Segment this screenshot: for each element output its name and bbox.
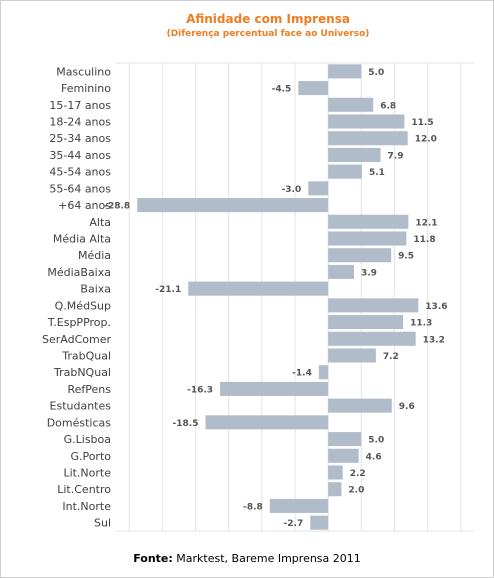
value-label: -2.7 [284,519,304,529]
bar [328,248,392,263]
category-label: Estudantes [50,400,112,413]
value-label: 13.6 [425,302,447,312]
category-label: +64 anos [58,199,111,212]
bar [205,415,329,430]
category-label: Q.MédSup [55,299,111,312]
bar [188,281,329,296]
bar [328,131,408,146]
category-label: Domésticas [47,416,112,429]
value-label: 7.2 [383,352,399,362]
value-label: -16.3 [187,385,213,395]
value-label: -21.1 [155,285,181,295]
category-label: Lit.Norte [63,467,111,480]
bar [220,381,329,396]
bar [328,315,404,330]
value-label: 5.1 [369,168,385,178]
category-label: Feminino [61,82,111,95]
value-label: 12.1 [415,218,437,228]
bar [328,465,343,480]
value-label: 2.0 [348,486,364,496]
source-label: Fonte: [133,552,173,565]
category-label: RefPens [67,383,111,396]
category-label: G.Lisboa [64,433,111,446]
value-label: -3.0 [282,185,302,195]
bar [328,432,362,447]
bar [328,398,392,413]
category-label: 35-44 anos [49,149,111,162]
value-label: 4.6 [366,452,382,462]
bar [328,164,362,179]
bar [328,64,362,79]
category-labels: Masculino Feminino 15-17 anos 18-24 anos 25-… [42,65,111,529]
chart-subtitle: (Diferença percentual face ao Universo) [167,29,370,39]
category-label: SerAdComer [42,333,111,346]
value-label: -4.5 [272,85,292,95]
value-label: 5.0 [368,436,384,446]
category-label: Baixa [80,283,111,296]
value-label: 6.8 [380,101,396,111]
value-label: 3.9 [361,268,377,278]
source-note: Fonte: Marktest, Bareme Imprensa 2011 [0,552,494,565]
bar [328,331,416,346]
bar [328,231,407,246]
bar [328,348,376,363]
value-label: 12.0 [415,135,437,145]
value-label: 13.2 [423,335,445,345]
value-label: 2.2 [350,469,366,479]
bar [328,214,409,229]
category-label: Média Alta [53,233,111,246]
category-label: TrabQual [61,350,111,363]
bar [308,181,329,196]
category-label: 25-34 anos [49,132,111,145]
category-label: 15-17 anos [49,99,111,112]
category-label: MédiaBaixa [47,266,111,279]
source-text: Marktest, Bareme Imprensa 2011 [172,552,361,565]
value-label: -18.5 [173,419,199,429]
bar [328,147,381,162]
category-label: Masculino [56,65,111,78]
value-label: -28.8 [104,202,130,212]
value-label: -8.8 [243,502,263,512]
category-label: Média [78,249,111,262]
value-labels: 5.0 -4.5 6.8 11.5 12.0 7.95.1 -3.0 -28.8 12.1 11.… [104,68,447,529]
bar [328,97,374,112]
bar [310,515,329,530]
category-label: Int.Norte [62,500,111,513]
grid [116,62,474,532]
bar [269,498,329,513]
bar [328,448,359,463]
value-label: 11.3 [410,319,432,329]
value-label: 7.9 [388,151,404,161]
chart-title: Afinidade com Imprensa [186,12,350,26]
category-label: Alta [89,216,111,229]
bar [328,114,405,129]
category-label: 55-64 anos [49,182,111,195]
bars [137,64,419,530]
bar [328,264,355,279]
category-label: Lit.Centro [57,483,111,496]
bar [328,298,419,313]
value-label: 5.0 [368,68,384,78]
bar [298,81,329,96]
bar [137,198,329,213]
value-label: 9.6 [399,402,415,412]
value-label: 11.8 [413,235,435,245]
value-label: 9.5 [398,252,414,262]
value-label: 11.5 [411,118,433,128]
category-label: 45-54 anos [49,166,111,179]
bar [328,482,342,497]
category-label: Sul [94,517,111,530]
bar [318,365,329,380]
category-label: G.Porto [70,450,111,463]
category-label: TrabNQual [53,366,111,379]
category-label: 18-24 anos [49,116,111,129]
value-label: -1.4 [292,369,312,379]
category-label: T.EspPProp. [47,316,111,329]
